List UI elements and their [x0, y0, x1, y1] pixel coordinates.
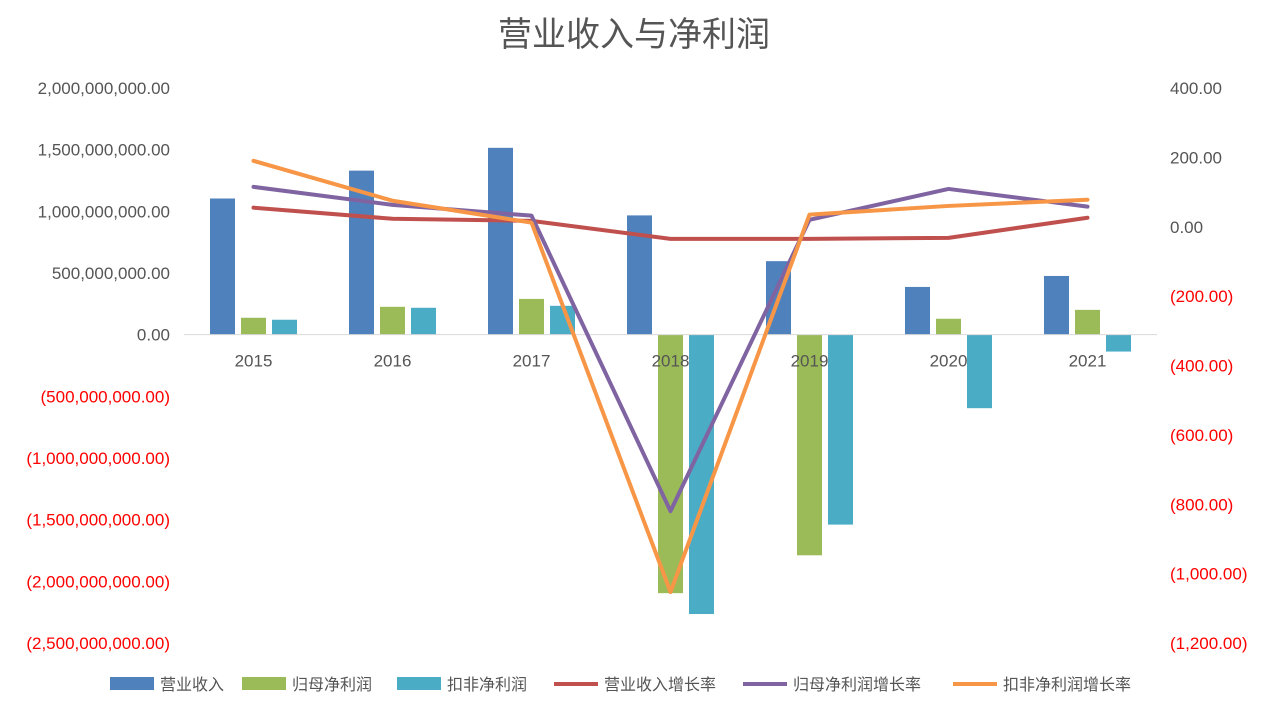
left-axis-tick-label: 500,000,000.00: [52, 264, 170, 283]
right-axis-tick-label: (1,000.00): [1170, 565, 1248, 584]
legend-label: 扣非净利润: [447, 676, 527, 694]
bar-营业收入-2021: [1044, 275, 1069, 335]
left-axis-tick-label: (2,000,000,000.00): [26, 572, 170, 591]
bar-扣非净利润-2020: [967, 334, 992, 409]
x-axis-category-label: 2018: [652, 352, 690, 371]
left-axis-tick-label: (500,000,000.00): [41, 387, 171, 406]
x-axis-category-label: 2020: [930, 352, 968, 371]
legend-label: 归母净利润: [292, 676, 372, 694]
left-axis-tick-label: 2,000,000,000.00: [38, 79, 170, 98]
legend-label: 营业收入增长率: [604, 676, 716, 694]
right-axis-tick-label: (200.00): [1170, 287, 1233, 306]
right-axis-tick-label: 0.00: [1170, 218, 1203, 237]
line-营业收入增长率: [251, 205, 1090, 241]
legend-label: 扣非净利润增长率: [1003, 676, 1131, 694]
right-axis-tick-label: (1,200.00): [1170, 634, 1248, 653]
left-axis-tick-label: (1,500,000,000.00): [26, 511, 170, 530]
legend-swatch-归母净利润: [242, 677, 286, 690]
bar-归母净利润-2020: [936, 318, 961, 335]
legend-swatch-营业收入: [110, 677, 154, 690]
chart-title: 营业收入与净利润: [498, 16, 770, 54]
left-axis-tick-label: 0.00: [137, 326, 170, 345]
bar-扣非净利润-2021: [1106, 334, 1131, 352]
legend-label: 归母净利润增长率: [793, 676, 921, 694]
bar-营业收入-2017: [488, 147, 513, 335]
left-axis-tick-label: 1,500,000,000.00: [38, 141, 170, 160]
bar-归母净利润-2017: [519, 298, 544, 335]
legend-swatch-扣非净利润: [397, 677, 441, 690]
right-axis-tick-label: (400.00): [1170, 357, 1233, 376]
right-axis-tick-label: (800.00): [1170, 495, 1233, 514]
bar-扣非净利润-2016: [411, 307, 436, 335]
x-axis-category-label: 2015: [235, 352, 273, 371]
bar-归母净利润-2015: [241, 317, 266, 335]
bar-归母净利润-2021: [1075, 309, 1100, 335]
bar-营业收入-2020: [905, 286, 930, 335]
bar-营业收入-2015: [210, 198, 235, 335]
right-axis-tick-label: 200.00: [1170, 148, 1222, 167]
right-axis-tick-label: (600.00): [1170, 426, 1233, 445]
right-axis-tick-label: 400.00: [1170, 79, 1222, 98]
bar-归母净利润-2019: [797, 334, 822, 556]
legend-label: 营业收入: [160, 676, 224, 694]
bar-扣非净利润-2019: [828, 334, 853, 525]
left-axis-tick-label: (1,000,000,000.00): [26, 449, 170, 468]
bar-归母净利润-2016: [380, 306, 405, 335]
bar-扣非净利润-2015: [272, 319, 297, 335]
x-axis-category-label: 2017: [513, 352, 551, 371]
x-axis-category-label: 2021: [1069, 352, 1107, 371]
left-axis-tick-label: 1,000,000,000.00: [38, 202, 170, 221]
x-axis-category-label: 2019: [791, 352, 829, 371]
bar-归母净利润-2018: [658, 334, 683, 594]
bar-扣非净利润-2018: [689, 334, 714, 615]
left-axis-tick-label: (2,500,000,000.00): [26, 634, 170, 653]
x-axis-category-label: 2016: [374, 352, 412, 371]
